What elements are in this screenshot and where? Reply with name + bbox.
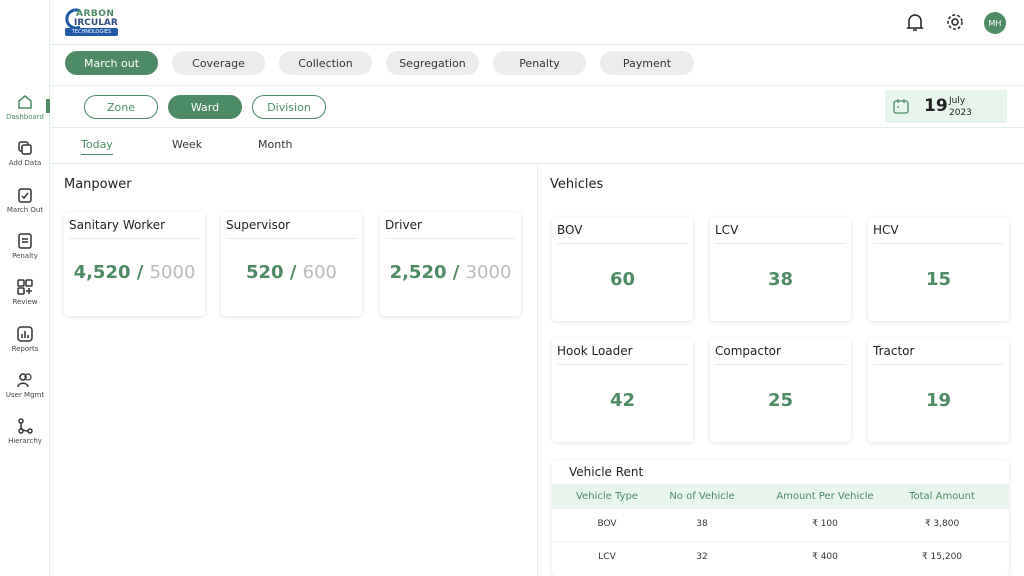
sidebar: Dashboard Add Data March Out Penalty Rev… bbox=[0, 0, 50, 576]
table-header bbox=[552, 484, 1009, 509]
vehicle-card: LCV 38 bbox=[710, 217, 851, 321]
active-indicator bbox=[46, 99, 50, 113]
table-cell: ₹ 3,800 bbox=[924, 519, 960, 529]
table-cell: ₹ 400 bbox=[812, 552, 838, 562]
filter[interactable]: Division bbox=[252, 95, 326, 119]
tab[interactable]: Segregation bbox=[386, 51, 479, 75]
nav-label: Hierarchy bbox=[8, 437, 42, 445]
card-value: 520 / 600 bbox=[221, 262, 362, 283]
logo-text: ARBON bbox=[76, 9, 115, 19]
total: 600 bbox=[302, 262, 338, 283]
filter[interactable]: Ward bbox=[168, 95, 242, 119]
table-cell: LCV bbox=[598, 552, 616, 562]
nav-item[interactable]: March Out bbox=[0, 187, 50, 214]
manpower-card: Driver 2,520 / 3000 bbox=[380, 212, 521, 316]
section-title: Vehicles bbox=[550, 177, 604, 192]
card-value: 4,520 / 5000 bbox=[64, 262, 205, 283]
card-value: 60 bbox=[609, 269, 636, 290]
table-cell: 38 bbox=[696, 519, 708, 529]
table-cell: ₹ 100 bbox=[812, 519, 838, 529]
nav-label: Add Data bbox=[8, 159, 42, 167]
column-header: Vehicle Type bbox=[576, 491, 638, 502]
table-cell: ₹ 15,200 bbox=[921, 552, 963, 562]
nav-item[interactable]: Hierarchy bbox=[0, 418, 50, 445]
period-tab[interactable]: Week bbox=[172, 138, 203, 151]
manpower-card: Supervisor 520 / 600 bbox=[221, 212, 362, 316]
manpower-card: Sanitary Worker 4,520 / 5000 bbox=[64, 212, 205, 316]
tab[interactable]: March out bbox=[65, 51, 158, 75]
count: 2,520 bbox=[389, 262, 447, 283]
period-tab[interactable]: Today bbox=[81, 138, 113, 155]
total: 3000 bbox=[465, 262, 512, 283]
card-value: 19 bbox=[925, 390, 952, 411]
table-title: Vehicle Rent bbox=[569, 465, 644, 479]
divider bbox=[50, 85, 1024, 86]
tab[interactable]: Penalty bbox=[493, 51, 586, 75]
card-label: Sanitary Worker bbox=[69, 218, 200, 239]
card-value: 42 bbox=[609, 390, 636, 411]
row-divider bbox=[552, 541, 1009, 542]
card-label: Tractor bbox=[873, 344, 1004, 365]
count: 520 bbox=[245, 262, 284, 283]
notification-icon[interactable] bbox=[906, 13, 924, 32]
vehicle-card: BOV 60 bbox=[552, 217, 693, 321]
divider bbox=[50, 127, 1024, 128]
nav-item[interactable]: Review bbox=[0, 279, 50, 306]
nav-label: User Mgmt bbox=[5, 391, 45, 399]
card-value: 2,520 / 3000 bbox=[380, 262, 521, 283]
logo-text: IRCULAR bbox=[74, 18, 118, 28]
column-header: Total Amount bbox=[909, 491, 975, 502]
table-cell: BOV bbox=[597, 519, 617, 529]
filter[interactable]: Zone bbox=[84, 95, 158, 119]
card-value: 38 bbox=[767, 269, 794, 290]
logo-text: TECHNOLOGIES bbox=[65, 28, 118, 36]
column-header: No of Vehicle bbox=[669, 491, 735, 502]
section-title: Manpower bbox=[64, 177, 132, 192]
card-label: Driver bbox=[385, 218, 516, 239]
nav-item[interactable]: Add Data bbox=[0, 140, 50, 167]
nav-item[interactable]: Penalty bbox=[0, 233, 50, 260]
vehicle-card: HCV 15 bbox=[868, 217, 1009, 321]
total: 5000 bbox=[149, 262, 196, 283]
date-year: 2023 bbox=[949, 108, 972, 118]
card-label: Compactor bbox=[715, 344, 846, 365]
avatar[interactable]: MH bbox=[984, 12, 1006, 34]
period-tab[interactable]: Month bbox=[258, 138, 293, 151]
nav-label: Penalty bbox=[12, 252, 38, 260]
separator: / bbox=[446, 262, 466, 283]
date-picker[interactable]: 19 July 2023 bbox=[885, 90, 1007, 123]
tab[interactable]: Coverage bbox=[172, 51, 265, 75]
divider bbox=[50, 44, 1024, 45]
nav-item[interactable]: Dashboard bbox=[0, 94, 50, 121]
table-cell: 32 bbox=[696, 552, 708, 562]
separator: / bbox=[283, 262, 303, 283]
nav-item[interactable]: Reports bbox=[0, 326, 50, 353]
divider bbox=[537, 163, 538, 576]
date-month: July bbox=[949, 96, 966, 106]
tab[interactable]: Payment bbox=[600, 51, 694, 75]
vehicle-card: Tractor 19 bbox=[868, 338, 1009, 442]
card-value: 25 bbox=[767, 390, 794, 411]
nav-label: March Out bbox=[6, 206, 44, 214]
card-value: 15 bbox=[925, 269, 952, 290]
settings-icon[interactable] bbox=[946, 13, 964, 31]
card-label: Hook Loader bbox=[557, 344, 688, 365]
card-label: Supervisor bbox=[226, 218, 357, 239]
vehicle-card: Compactor 25 bbox=[710, 338, 851, 442]
count: 4,520 bbox=[73, 262, 131, 283]
card-label: BOV bbox=[557, 223, 688, 244]
card-label: LCV bbox=[715, 223, 846, 244]
vehicle-rent: Vehicle Rent Vehicle Type No of Vehicle Am… bbox=[552, 460, 1009, 576]
nav-label: Review bbox=[12, 298, 38, 306]
nav-label: Reports bbox=[11, 345, 39, 353]
nav-item[interactable]: User Mgmt bbox=[0, 372, 50, 399]
column-header: Amount Per Vehicle bbox=[776, 491, 874, 502]
vehicle-card: Hook Loader 42 bbox=[552, 338, 693, 442]
separator: / bbox=[130, 262, 150, 283]
nav-label: Dashboard bbox=[6, 113, 44, 121]
card-label: HCV bbox=[873, 223, 1004, 244]
date-day: 19 bbox=[924, 96, 948, 116]
tab[interactable]: Collection bbox=[279, 51, 372, 75]
